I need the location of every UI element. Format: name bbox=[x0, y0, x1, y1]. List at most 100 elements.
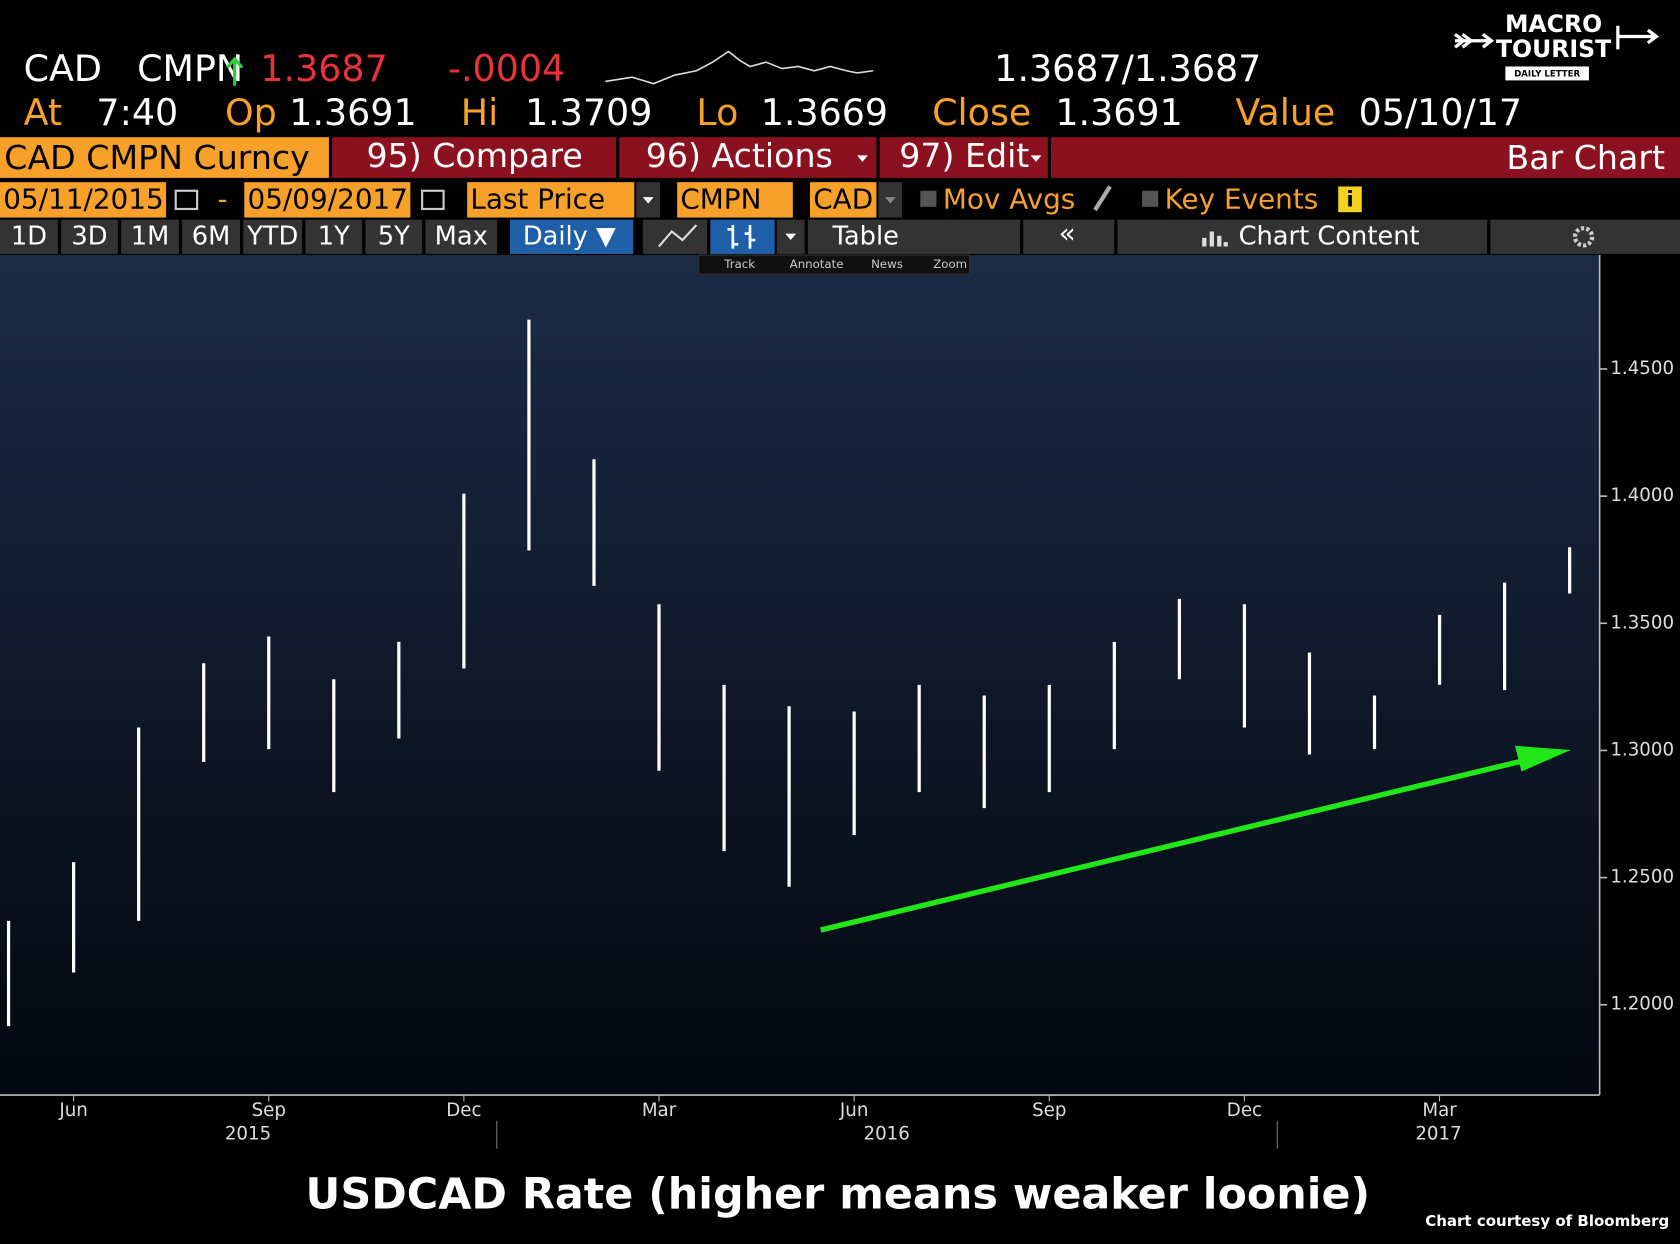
period-label: 6M bbox=[192, 221, 231, 251]
chart-title: USDCAD Rate (higher means weaker loonie) bbox=[306, 1169, 1371, 1219]
period-button[interactable] bbox=[243, 219, 303, 254]
up-arrow bbox=[225, 56, 244, 86]
high-label: Hi bbox=[461, 91, 499, 134]
period-label: 5Y bbox=[378, 221, 410, 251]
security-box[interactable] bbox=[0, 137, 329, 178]
collapse-icon: « bbox=[1059, 217, 1076, 250]
dropdown-icon bbox=[857, 155, 868, 162]
year-label: 2017 bbox=[1415, 1124, 1461, 1145]
period-button[interactable] bbox=[305, 219, 363, 254]
security: CAD CMPN Curncy bbox=[4, 138, 310, 177]
period-label: 1M bbox=[131, 221, 170, 251]
close: 1.3691 bbox=[1055, 91, 1182, 134]
period-label: YTD bbox=[246, 221, 298, 251]
dropdown-icon bbox=[642, 197, 654, 204]
currency: CAD bbox=[813, 182, 873, 215]
field-box[interactable] bbox=[467, 182, 635, 218]
open-label: Op bbox=[225, 91, 277, 134]
currency-box[interactable] bbox=[810, 182, 877, 218]
logo: MACRO TOURIST DAILY LETTER bbox=[1454, 10, 1660, 81]
calendar-icon[interactable] bbox=[174, 189, 199, 211]
frequency: Daily ▼ bbox=[523, 221, 616, 251]
bar-icon bbox=[727, 225, 756, 249]
tool-label[interactable]: Annotate bbox=[790, 257, 844, 271]
start-date-box[interactable] bbox=[0, 182, 167, 218]
end-date: 05/09/2017 bbox=[247, 182, 407, 215]
x-tick-label: Dec bbox=[1227, 1100, 1262, 1121]
chart-content: Chart Content bbox=[1239, 221, 1420, 251]
y-tick-label: 1.4000 bbox=[1610, 485, 1674, 506]
trend-arrow bbox=[820, 745, 1571, 933]
year-label: 2015 bbox=[225, 1124, 271, 1145]
year-label: 2016 bbox=[864, 1124, 910, 1145]
checkbox[interactable] bbox=[1142, 190, 1159, 207]
checkbox[interactable] bbox=[920, 190, 937, 207]
field: Last Price bbox=[470, 182, 605, 215]
tool-label[interactable]: Track bbox=[723, 257, 755, 271]
table: Table bbox=[831, 221, 898, 251]
end-date-box[interactable] bbox=[244, 182, 411, 218]
info-i: i bbox=[1346, 187, 1353, 212]
tool-label[interactable]: Zoom bbox=[933, 257, 967, 271]
period-button[interactable] bbox=[0, 219, 58, 254]
table-button[interactable] bbox=[807, 219, 1020, 254]
credit: Chart courtesy of Bloomberg bbox=[1425, 1212, 1669, 1230]
option-key-events: Key Events bbox=[1165, 182, 1319, 215]
content-icon bbox=[1202, 231, 1228, 247]
source-box[interactable] bbox=[677, 182, 793, 218]
period-button[interactable] bbox=[61, 219, 118, 254]
time: 7:40 bbox=[96, 91, 178, 134]
logo-line3: DAILY LETTER bbox=[1514, 69, 1580, 79]
high: 1.3709 bbox=[525, 91, 652, 134]
value-label: Value bbox=[1235, 91, 1335, 134]
dropdown-icon bbox=[1030, 155, 1042, 162]
dropdown-icon bbox=[885, 197, 896, 204]
settings-button[interactable] bbox=[1490, 219, 1680, 254]
collapse-button[interactable] bbox=[1023, 219, 1115, 254]
calendar-icon[interactable] bbox=[421, 189, 445, 211]
content-button[interactable] bbox=[1117, 219, 1488, 254]
logo-band bbox=[1505, 66, 1589, 81]
at-label: At bbox=[24, 91, 63, 134]
frequency-button[interactable] bbox=[510, 219, 634, 254]
y-tick-label: 1.3500 bbox=[1610, 612, 1674, 633]
info-icon[interactable] bbox=[1338, 186, 1362, 213]
trend-arrowhead bbox=[1515, 745, 1571, 772]
plot-area bbox=[0, 255, 1600, 1096]
pencil-icon[interactable] bbox=[1093, 185, 1112, 212]
view-bar bbox=[1051, 137, 1680, 178]
x-tick-label: Mar bbox=[642, 1100, 677, 1121]
last-price: 1.3687 bbox=[260, 47, 387, 90]
period-button[interactable] bbox=[425, 219, 498, 254]
x-tick-label: Jun bbox=[58, 1100, 87, 1121]
change: -.0004 bbox=[448, 47, 565, 90]
period-label: 1D bbox=[11, 221, 47, 251]
y-tick-label: 1.3000 bbox=[1610, 739, 1674, 760]
compare-button[interactable] bbox=[332, 137, 617, 178]
ticker: CAD bbox=[24, 47, 102, 90]
line-chart-button[interactable] bbox=[642, 219, 708, 254]
period-label: 1Y bbox=[318, 221, 350, 251]
open: 1.3691 bbox=[289, 91, 416, 134]
x-tick-label: Sep bbox=[1032, 1100, 1066, 1121]
logo-arrow bbox=[1454, 25, 1660, 50]
edit-button[interactable] bbox=[879, 137, 1048, 178]
tool-label[interactable]: News bbox=[871, 257, 903, 271]
period-button[interactable] bbox=[182, 219, 240, 254]
low-label: Lo bbox=[696, 91, 738, 134]
pricing-source: CMPN bbox=[680, 182, 761, 215]
y-tick-label: 1.2500 bbox=[1610, 867, 1674, 888]
line-icon bbox=[658, 224, 698, 248]
period-button[interactable] bbox=[365, 219, 423, 254]
menu-edit: 97) Edit bbox=[899, 136, 1029, 175]
bar-chart-button[interactable] bbox=[710, 219, 775, 254]
period-label: 3D bbox=[71, 221, 107, 251]
logo-line2: TOURIST bbox=[1496, 35, 1611, 63]
dash: - bbox=[218, 182, 228, 215]
menu-actions: 96) Actions bbox=[646, 136, 833, 175]
x-tick-label: Sep bbox=[252, 1100, 286, 1121]
actions-button[interactable] bbox=[619, 137, 877, 178]
x-tick-label: Dec bbox=[446, 1100, 481, 1121]
value-date: 05/10/17 bbox=[1359, 91, 1523, 134]
period-button[interactable] bbox=[121, 219, 179, 254]
